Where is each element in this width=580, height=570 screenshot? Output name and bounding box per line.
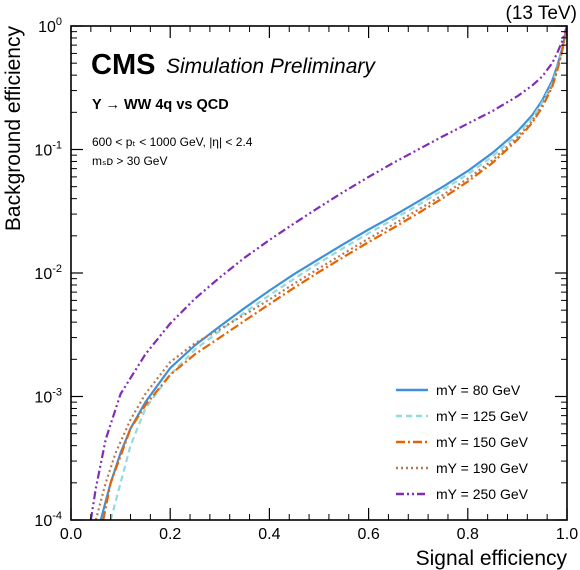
x-tick-label: 0.2 (159, 526, 181, 543)
legend-label-5: mΥ = 250 GeV (436, 486, 529, 502)
y-tick-label: 10-1 (34, 140, 62, 160)
y-tick-label: 100 (38, 16, 62, 36)
x-tick-label: 1.0 (556, 526, 578, 543)
energy-label: (13 TeV) (506, 3, 577, 24)
selection-pt-label: 600 < pₜ < 1000 GeV, |η| < 2.4 (92, 135, 253, 149)
curve-series-1 (99, 26, 567, 520)
process-label: Y → WW 4q vs QCD (92, 97, 229, 113)
curve-series-5 (89, 26, 567, 520)
y-axis-title: Background efficiency (2, 26, 25, 232)
legend-label-3: mΥ = 150 GeV (436, 434, 529, 450)
x-axis-title: Signal efficiency (416, 547, 568, 570)
y-tick-label: 10-2 (34, 263, 62, 283)
legend-label-1: mΥ = 80 GeV (436, 382, 521, 398)
legend: mΥ = 80 GeV mΥ = 125 GeV mΥ = 150 GeV mΥ = … (396, 382, 529, 502)
curve-series-4 (94, 26, 567, 520)
legend-label-4: mΥ = 190 GeV (436, 460, 529, 476)
x-tick-label: 0.6 (357, 526, 379, 543)
selection-msd-label: mₛᴅ > 30 GeV (92, 154, 167, 168)
x-tick-label: 0.8 (457, 526, 479, 543)
y-tick-label: 10-4 (34, 510, 62, 530)
legend-label-2: mΥ = 125 GeV (436, 408, 529, 424)
y-tick-label: 10-3 (34, 387, 62, 407)
curves-group (89, 26, 567, 520)
x-tick-label: 0.4 (258, 526, 280, 543)
x-tick-label: 0.0 (60, 526, 82, 543)
curve-series-2 (109, 26, 567, 520)
cms-sublabel: Simulation Preliminary (166, 55, 376, 78)
plot-frame (70, 25, 568, 521)
curve-series-3 (102, 26, 567, 520)
cms-label: CMS (91, 49, 155, 81)
